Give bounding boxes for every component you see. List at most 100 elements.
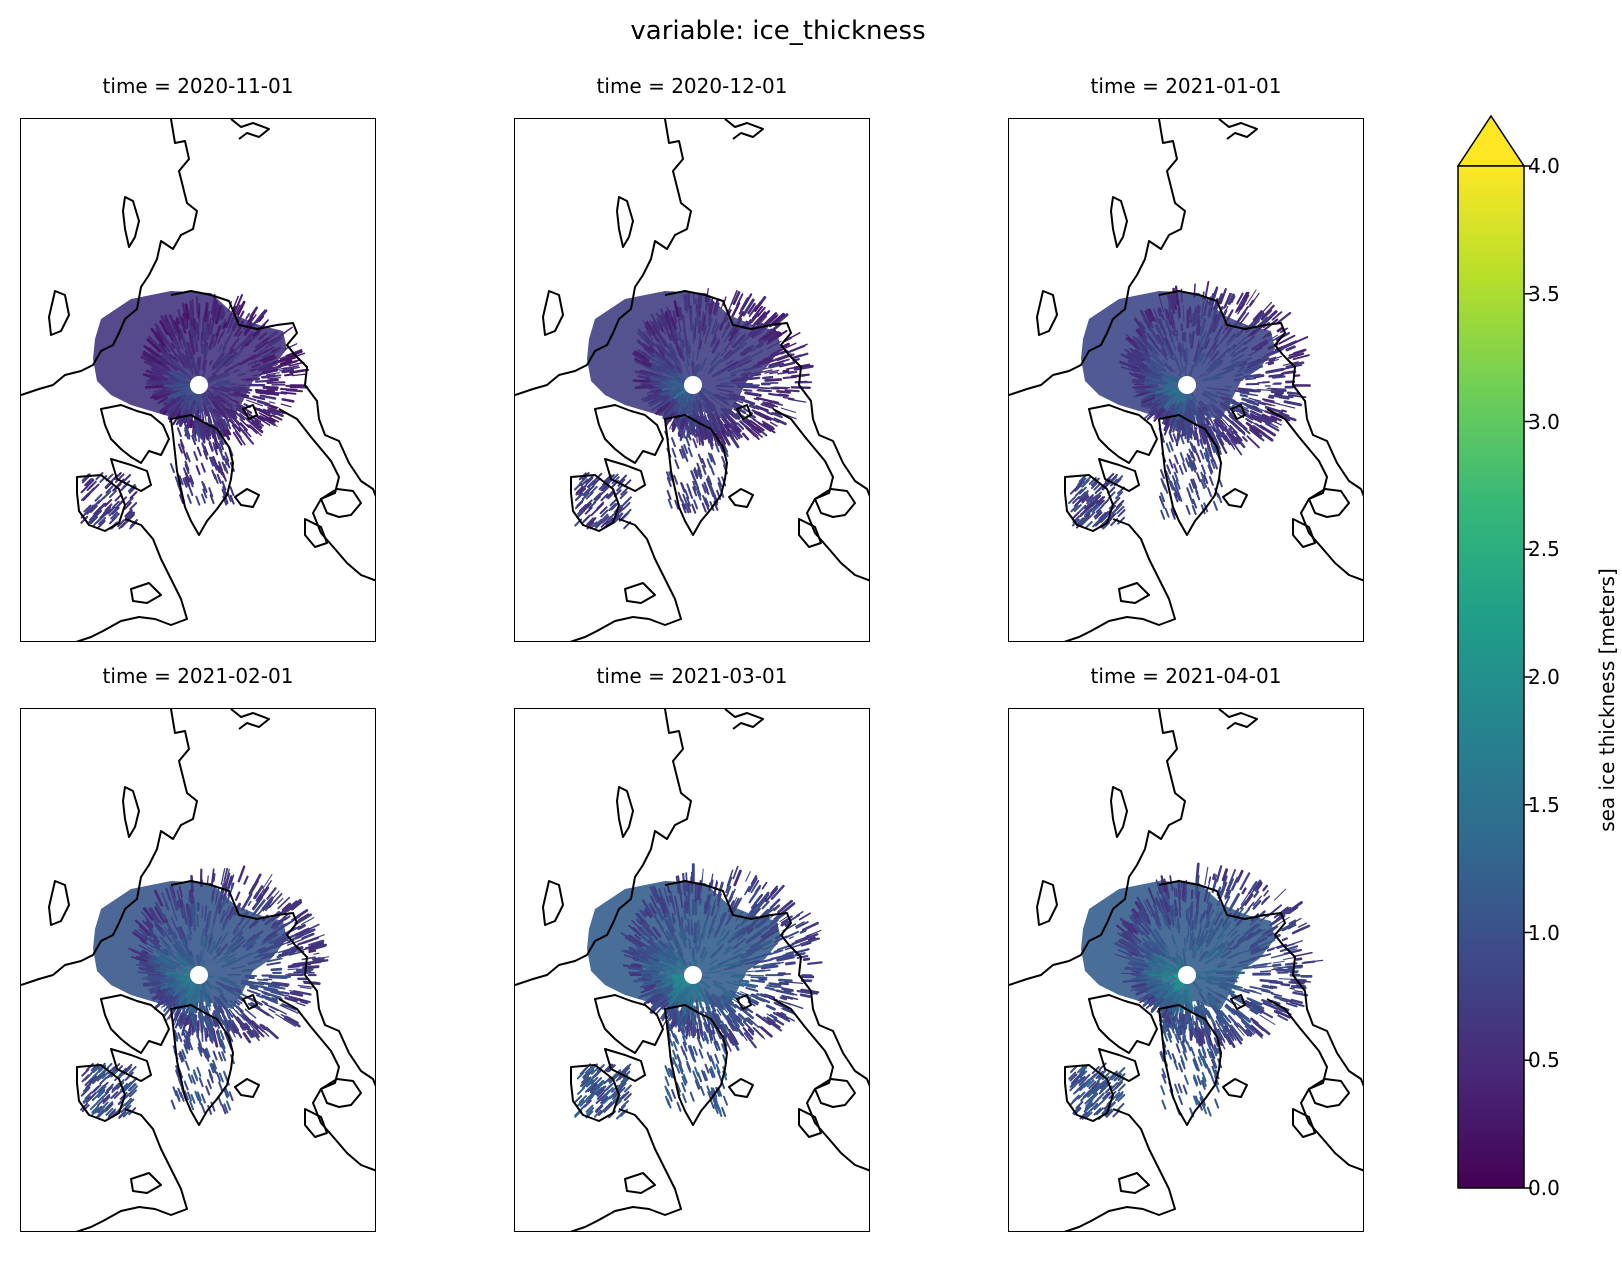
ice-streak <box>1177 491 1183 502</box>
ice-streak <box>273 355 293 365</box>
ice-streak <box>1084 508 1093 517</box>
ice-streak <box>222 881 227 893</box>
ice-streak <box>664 321 669 330</box>
colorbar-tick-label: 4.0 <box>1528 154 1560 178</box>
ice-streak <box>1101 498 1110 507</box>
ice-streak <box>157 993 171 1004</box>
ice-streak <box>1084 509 1093 518</box>
coastline-segment <box>234 488 260 508</box>
ice-streak <box>225 412 235 423</box>
ice-streak <box>698 404 705 421</box>
ice-streak <box>203 403 209 417</box>
ice-streak <box>761 954 767 957</box>
ice-streak <box>280 391 288 394</box>
ice-streak <box>209 333 216 350</box>
ice-streak <box>688 938 691 950</box>
ice-streak <box>94 493 103 502</box>
ice-streak <box>693 420 699 431</box>
ice-streak <box>217 351 224 360</box>
ice-streak <box>171 349 177 357</box>
ice-streak <box>200 1022 204 1043</box>
ice-streak <box>1192 498 1198 509</box>
ice-streak <box>1166 372 1180 382</box>
ice-streak <box>781 994 794 1000</box>
ice-streak <box>787 344 806 354</box>
ice-streak <box>1207 299 1215 318</box>
ice-streak <box>146 380 164 384</box>
ice-streak <box>237 1005 244 1013</box>
ice-streak <box>251 377 260 381</box>
ice-streak <box>1137 328 1143 335</box>
ice-streak <box>721 417 728 425</box>
ice-streak <box>140 969 157 972</box>
ice-streak <box>711 994 718 1002</box>
ice-streak <box>661 375 668 379</box>
ice-streak <box>1173 492 1179 503</box>
ice-streak <box>732 291 741 306</box>
ice-streak <box>750 427 763 438</box>
ice-streak <box>1136 344 1149 356</box>
ice-streak <box>1160 469 1165 480</box>
ice-streak <box>249 368 257 372</box>
ice-streak <box>222 979 237 985</box>
ice-streak <box>1231 416 1243 426</box>
ice-streak <box>103 506 112 515</box>
ice-streak <box>1261 401 1276 407</box>
ice-streak <box>762 358 778 366</box>
ice-streak <box>1239 393 1249 398</box>
ice-streak <box>270 349 277 353</box>
ice-streak <box>719 392 738 399</box>
ice-streak <box>217 904 222 914</box>
ice-streak <box>1280 409 1287 413</box>
ice-streak <box>1212 344 1218 351</box>
ice-streak <box>580 478 589 487</box>
ice-streak <box>196 446 202 457</box>
ice-streak <box>674 330 679 342</box>
coastline-segment <box>515 119 692 396</box>
ice-streak <box>1256 388 1276 392</box>
ice-streak <box>201 344 204 354</box>
ice-streak <box>1196 304 1199 315</box>
ice-streak <box>1223 292 1231 310</box>
ice-streak <box>123 474 132 482</box>
ice-streak <box>678 931 683 939</box>
ice-streak <box>1280 371 1297 375</box>
ice-streak <box>146 949 154 954</box>
colorbar-tick-label: 1.0 <box>1528 920 1560 945</box>
ice-streak <box>768 360 786 367</box>
ice-streak <box>704 416 708 423</box>
ice-streak <box>786 365 803 370</box>
ice-streak <box>773 417 787 426</box>
ice-streak <box>265 416 275 424</box>
ice-streak <box>1139 321 1146 330</box>
ice-streak <box>693 469 699 479</box>
ice-streak <box>1156 393 1164 397</box>
ice-streak <box>162 1002 175 1018</box>
ice-streak <box>263 987 283 995</box>
ice-streak <box>734 336 746 348</box>
ice-streak <box>1192 460 1198 470</box>
ice-streak <box>223 463 229 474</box>
coastline-segment <box>234 1078 260 1098</box>
ice-streak <box>1226 399 1240 407</box>
ice-streak <box>1283 400 1303 407</box>
ice-streak <box>693 467 699 478</box>
ice-streak <box>1093 482 1102 491</box>
ice-streak <box>710 401 716 407</box>
coastline-segment <box>814 488 856 518</box>
ice-streak <box>204 905 208 921</box>
ice-streak <box>1230 354 1244 363</box>
ice-streak <box>245 339 253 347</box>
ice-streak <box>1276 326 1284 333</box>
ice-streak <box>233 368 240 373</box>
ice-streak <box>232 315 239 329</box>
ice-streak <box>223 956 231 962</box>
ice-streak <box>1274 393 1283 396</box>
ice-streak <box>664 404 676 417</box>
ice-streak <box>681 416 686 431</box>
ice-streak <box>1267 333 1272 337</box>
ice-streak <box>658 377 667 382</box>
ice-streak <box>1251 339 1268 351</box>
ice-streak <box>184 1016 189 1027</box>
ice-streak <box>129 491 138 499</box>
